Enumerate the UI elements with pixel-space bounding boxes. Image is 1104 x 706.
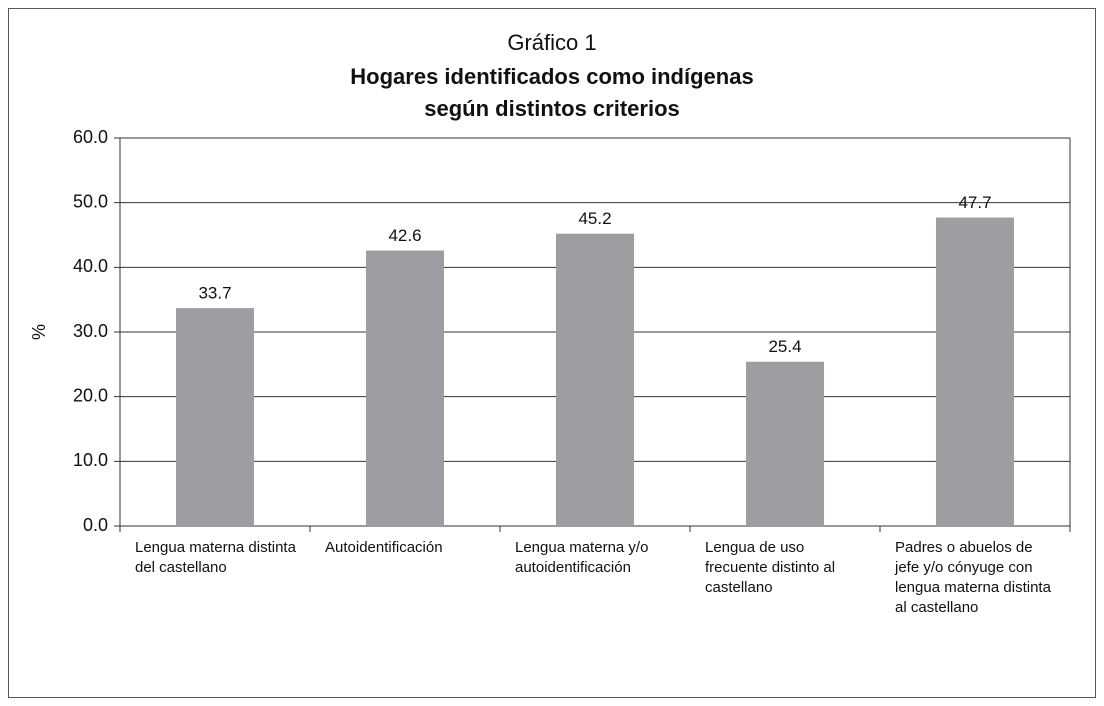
data-label: 45.2 — [578, 209, 611, 228]
chart-title: Gráfico 1 — [507, 30, 596, 55]
x-tick-label: Autoidentificación — [325, 539, 443, 556]
y-tick-label: 40.0 — [73, 256, 108, 276]
y-tick-label: 10.0 — [73, 450, 108, 470]
data-label: 33.7 — [198, 284, 231, 303]
bar — [556, 233, 634, 526]
y-tick-label: 50.0 — [73, 191, 108, 211]
bar — [366, 250, 444, 526]
data-label: 42.6 — [388, 226, 421, 245]
bar — [176, 308, 254, 526]
y-axis-label: % — [29, 324, 49, 340]
data-label: 47.7 — [958, 193, 991, 212]
bar — [746, 361, 824, 526]
bar — [936, 217, 1014, 527]
chart-subtitle: Hogares identificados como indígenas — [350, 64, 753, 89]
x-tick-label: Lengua de uso frecuente distinto al cast… — [705, 539, 836, 596]
data-label: 25.4 — [768, 337, 801, 356]
y-tick-label: 30.0 — [73, 321, 108, 341]
x-tick-label: Lengua materna y/o autoidentificación — [515, 539, 649, 576]
y-tick-label: 60.0 — [73, 127, 108, 147]
x-tick-label: Padres o abuelos de jefe y/o cónyuge con… — [895, 539, 1051, 616]
x-tick-label: Lengua materna distinta del castellano — [135, 539, 296, 576]
chart-subtitle: según distintos criterios — [424, 96, 680, 121]
y-tick-label: 0.0 — [83, 515, 108, 535]
y-tick-label: 20.0 — [73, 385, 108, 405]
